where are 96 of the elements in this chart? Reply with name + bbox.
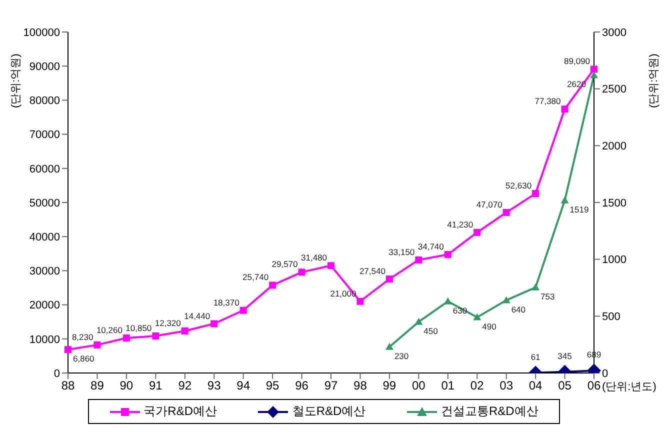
point [473,313,482,320]
y-tick-label: 90000 [29,61,60,74]
point [414,318,423,325]
y2-tick-label: 2000 [602,140,626,153]
y-tick-label: 100000 [23,26,60,39]
data-label: 52,630 [506,180,532,191]
x-tick-label: 03 [500,378,514,393]
point [386,276,393,283]
x-tick-label: 05 [558,378,572,393]
y2-tick-label: 1000 [602,254,626,266]
data-label: 490 [482,321,497,332]
x-tick-label: 99 [382,378,396,393]
y2-tick-label: 1500 [602,197,626,210]
x-tick-label: 91 [148,378,163,393]
y-tick-label: 70000 [29,129,60,142]
data-label: 10,260 [96,325,123,336]
point [474,228,481,236]
point [94,341,101,348]
y2-tick-label: 2500 [602,84,626,96]
point [210,320,218,328]
x-tick-label: 95 [266,378,280,393]
x-tick-label: 89 [90,378,104,393]
data-label: 630 [452,305,468,316]
x-tick-label: 00 [412,378,426,393]
y-tick-label: 80000 [29,95,60,108]
x-tick-label: 88 [61,378,75,393]
point [561,106,568,113]
x-tick-label: 01 [441,378,455,393]
y-tick-label: 40000 [29,232,60,244]
x-tick-label: 97 [324,378,338,393]
point [502,208,510,216]
data-label: 77,380 [534,96,562,106]
y-tick-label: 20000 [29,300,60,312]
data-label: 10,850 [126,323,152,333]
data-label: 12,320 [154,318,182,328]
y2-tick-label: 500 [602,311,620,324]
x-tick-label: 93 [207,378,222,393]
y2-tick-label: 3000 [602,26,626,39]
point [122,334,130,342]
data-label: 27,540 [359,266,386,276]
y-tick-label: 30000 [29,266,60,278]
x-tick-label: 04 [528,378,543,393]
point [328,262,334,270]
data-label: 34,740 [418,242,444,252]
x-tick-label: 94 [236,378,250,393]
data-label: 6,860 [73,354,95,364]
data-label: 47,070 [476,199,503,210]
data-label: 640 [511,304,526,314]
y2-tick-label: 0 [602,368,608,380]
data-label: 753 [540,291,556,302]
point [560,196,569,204]
point [385,342,394,350]
data-label: 29,570 [272,259,298,270]
point [415,256,422,264]
y-axis-title: (단위:억원) [9,54,23,108]
data-label: 345 [558,350,572,361]
point [532,190,540,198]
data-label: 230 [394,350,409,361]
x-axis-title: (단위:년도) [602,380,656,393]
data-label: 31,480 [301,252,328,263]
data-label: 14,440 [184,310,210,321]
x-tick-label: 02 [470,378,484,393]
data-label: 25,740 [242,272,269,282]
point [240,306,247,314]
y-tick-label: 60000 [29,163,60,176]
x-tick-label: 90 [120,378,134,393]
data-label: 450 [424,326,438,336]
data-label: 18,370 [213,297,240,308]
point [502,296,510,304]
point [152,332,160,340]
data-label: 89,090 [564,56,590,66]
legend-label: 철도R&D예산 [291,403,366,420]
point [590,66,598,73]
point [590,71,598,78]
legend-label: 건설교통R&D예산 [440,403,538,420]
data-label: 1519 [570,204,589,214]
x-tick-label: 92 [178,378,192,393]
y-tick-label: 0 [54,368,60,380]
x-tick-label: 98 [354,378,368,393]
point [298,268,306,276]
point [356,298,364,305]
data-label: 41,230 [447,219,474,230]
y2-axis-title: (단위:억원) [647,54,661,108]
point [269,282,276,289]
x-tick-label: 96 [295,378,309,393]
y-tick-label: 10000 [29,334,60,346]
legend-label: 국가R&D예산 [142,403,217,420]
point [181,327,188,334]
point [64,346,72,354]
point [444,251,452,258]
data-label: 8,230 [72,332,94,342]
data-label: 61 [530,352,541,362]
x-tick-label: 06 [587,378,601,393]
point [532,283,540,290]
data-label: 33,150 [388,246,415,257]
y-tick-label: 50000 [29,197,60,210]
